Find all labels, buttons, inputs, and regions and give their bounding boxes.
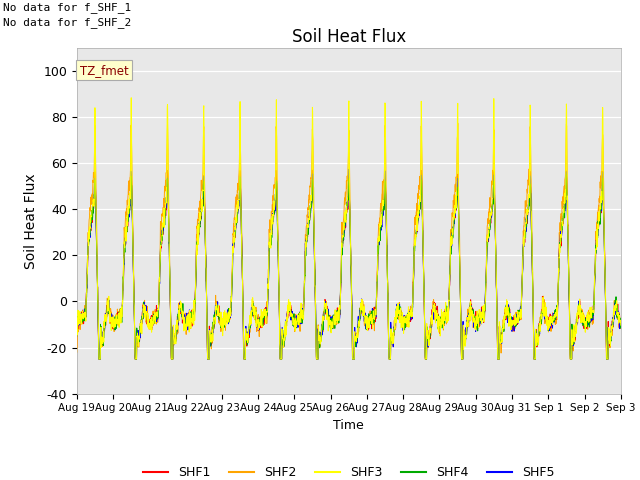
SHF3 bbox=[127, 95, 135, 101]
SHF4 bbox=[376, 223, 384, 229]
SHF4 bbox=[584, 319, 592, 325]
Y-axis label: Soil Heat Flux: Soil Heat Flux bbox=[24, 173, 38, 269]
Text: No data for f_SHF_1: No data for f_SHF_1 bbox=[3, 2, 131, 13]
X-axis label: Time: Time bbox=[333, 419, 364, 432]
SHF1 bbox=[508, 317, 515, 323]
SHF1 bbox=[570, 332, 577, 337]
SHF5 bbox=[377, 227, 385, 233]
SHF2 bbox=[376, 204, 384, 210]
SHF3 bbox=[377, 220, 385, 226]
SHF3 bbox=[225, 310, 233, 316]
SHF4 bbox=[365, 317, 372, 323]
SHF2 bbox=[584, 318, 592, 324]
SHF4 bbox=[225, 311, 232, 317]
SHF5 bbox=[345, 167, 353, 172]
SHF5 bbox=[95, 356, 103, 362]
Line: SHF1: SHF1 bbox=[77, 170, 621, 359]
Line: SHF5: SHF5 bbox=[77, 169, 621, 359]
SHF4 bbox=[507, 313, 515, 319]
Line: SHF2: SHF2 bbox=[77, 123, 621, 359]
SHF2 bbox=[95, 356, 102, 362]
SHF2 bbox=[365, 317, 372, 323]
SHF3 bbox=[570, 337, 577, 343]
Text: TZ_fmet: TZ_fmet bbox=[79, 63, 128, 76]
SHF2 bbox=[570, 348, 577, 354]
SHF2 bbox=[454, 120, 461, 126]
SHF2 bbox=[617, 317, 625, 323]
SHF3 bbox=[365, 324, 372, 329]
Text: No data for f_SHF_2: No data for f_SHF_2 bbox=[3, 17, 131, 28]
SHF5 bbox=[225, 312, 232, 318]
SHF2 bbox=[73, 349, 81, 355]
SHF5 bbox=[617, 323, 625, 328]
SHF1 bbox=[225, 319, 232, 325]
SHF1 bbox=[308, 167, 316, 173]
SHF4 bbox=[95, 356, 103, 362]
SHF4 bbox=[617, 325, 625, 331]
SHF3 bbox=[73, 345, 81, 350]
SHF1 bbox=[617, 325, 625, 331]
SHF4 bbox=[570, 335, 577, 341]
SHF5 bbox=[584, 316, 592, 322]
SHF3 bbox=[508, 320, 515, 325]
SHF5 bbox=[73, 333, 81, 339]
Legend: SHF1, SHF2, SHF3, SHF4, SHF5: SHF1, SHF2, SHF3, SHF4, SHF5 bbox=[138, 461, 560, 480]
Line: SHF4: SHF4 bbox=[77, 175, 621, 359]
SHF1 bbox=[95, 356, 103, 362]
SHF4 bbox=[73, 333, 81, 339]
SHF3 bbox=[617, 322, 625, 328]
SHF1 bbox=[584, 316, 592, 322]
SHF5 bbox=[570, 336, 577, 342]
SHF3 bbox=[95, 356, 103, 362]
SHF1 bbox=[365, 325, 372, 331]
SHF5 bbox=[365, 319, 372, 324]
SHF5 bbox=[508, 321, 515, 327]
Title: Soil Heat Flux: Soil Heat Flux bbox=[292, 28, 406, 47]
SHF4 bbox=[563, 172, 570, 178]
SHF1 bbox=[377, 226, 385, 231]
SHF2 bbox=[225, 312, 232, 318]
SHF3 bbox=[584, 316, 592, 322]
SHF1 bbox=[73, 345, 81, 350]
Line: SHF3: SHF3 bbox=[77, 98, 621, 359]
SHF2 bbox=[508, 316, 515, 322]
